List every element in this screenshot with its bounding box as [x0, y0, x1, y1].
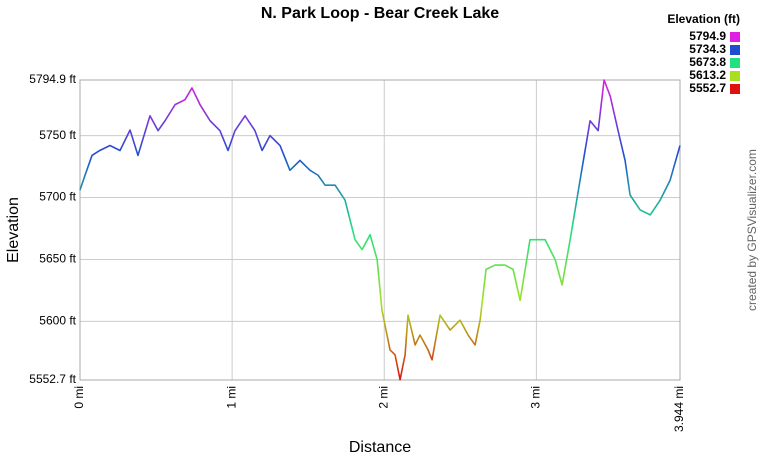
legend-swatch: [730, 45, 740, 55]
legend-label: 5734.3: [689, 42, 726, 56]
y-tick-label: 5794.9 ft: [29, 72, 76, 86]
legend-swatch: [730, 58, 740, 68]
legend-label: 5794.9: [689, 29, 726, 43]
y-tick-label: 5650 ft: [39, 252, 76, 266]
legend-label: 5673.8: [689, 55, 726, 69]
legend-swatch: [730, 84, 740, 94]
x-tick-label: 3.944 mi: [672, 386, 686, 432]
y-axis-label: Elevation: [5, 197, 22, 263]
y-tick-label: 5750 ft: [39, 128, 76, 142]
legend-swatch: [730, 32, 740, 42]
legend-swatch: [730, 71, 740, 81]
x-tick-label: 1 mi: [224, 386, 238, 409]
plot-frame: [79, 79, 681, 381]
x-tick-label: 2 mi: [376, 386, 390, 409]
x-tick-label: 3 mi: [529, 386, 543, 409]
legend-label: 5552.7: [689, 81, 726, 95]
legend-title: Elevation (ft): [667, 12, 740, 26]
legend-label: 5613.2: [689, 68, 726, 82]
y-tick-label: 5700 ft: [39, 190, 76, 204]
chart-title: N. Park Loop - Bear Creek Lake: [261, 5, 499, 22]
elevation-line: [79, 79, 681, 381]
y-tick-label: 5600 ft: [39, 314, 76, 328]
x-axis-label: Distance: [349, 439, 411, 456]
y-tick-label: 5552.7 ft: [29, 372, 76, 386]
x-tick-label: 0 mi: [72, 386, 86, 409]
credit: created by GPSVisualizer.com: [745, 149, 759, 311]
